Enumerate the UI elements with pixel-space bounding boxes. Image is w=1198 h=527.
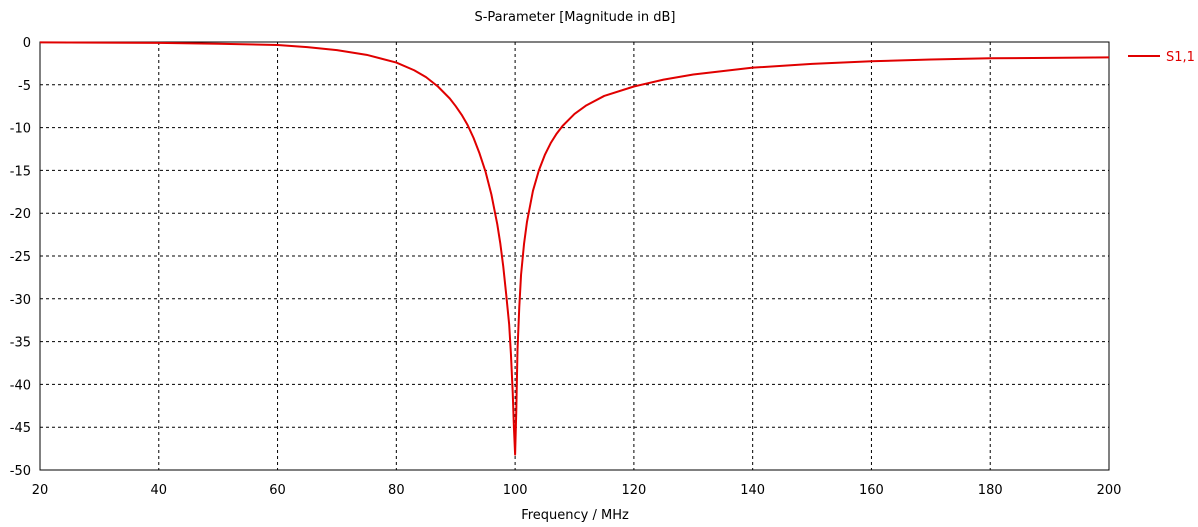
- tick-labels: 20 40 60 80 100 120 140 160 180 200 0 -5 -10 -15 -20 -2…: [10, 36, 1122, 498]
- plot-frame: [39, 41, 1110, 471]
- x-axis-label: Frequency / MHz: [521, 508, 629, 523]
- y-tick-label: -45: [10, 421, 31, 436]
- legend: S1,1: [1128, 50, 1195, 65]
- series-layer: [39, 41, 1110, 456]
- x-tick-label: 180: [978, 483, 1003, 498]
- y-tick-label: -40: [10, 378, 31, 393]
- legend-label-s11: S1,1: [1166, 50, 1195, 65]
- y-tick-label: -20: [10, 207, 31, 222]
- y-tick-label: -50: [10, 464, 31, 479]
- x-tick-label: 60: [269, 483, 286, 498]
- series-line-s11: [39, 41, 1110, 456]
- x-tick-label: 200: [1097, 483, 1122, 498]
- x-tick-label: 40: [151, 483, 168, 498]
- y-tick-label: 0: [23, 36, 31, 51]
- y-tick-label: -35: [10, 336, 31, 351]
- y-tick-label: -15: [10, 164, 31, 179]
- x-tick-label: 80: [388, 483, 405, 498]
- y-tick-label: -5: [18, 79, 31, 94]
- x-tick-label: 20: [32, 483, 49, 498]
- grid: [40, 42, 1109, 470]
- x-tick-label: 140: [740, 483, 765, 498]
- x-tick-label: 120: [621, 483, 646, 498]
- y-tick-label: -30: [10, 293, 31, 308]
- y-tick-label: -25: [10, 250, 31, 265]
- x-tick-label: 100: [503, 483, 528, 498]
- x-tick-label: 160: [859, 483, 884, 498]
- y-tick-label: -10: [10, 122, 31, 137]
- chart-title: S-Parameter [Magnitude in dB]: [474, 10, 675, 25]
